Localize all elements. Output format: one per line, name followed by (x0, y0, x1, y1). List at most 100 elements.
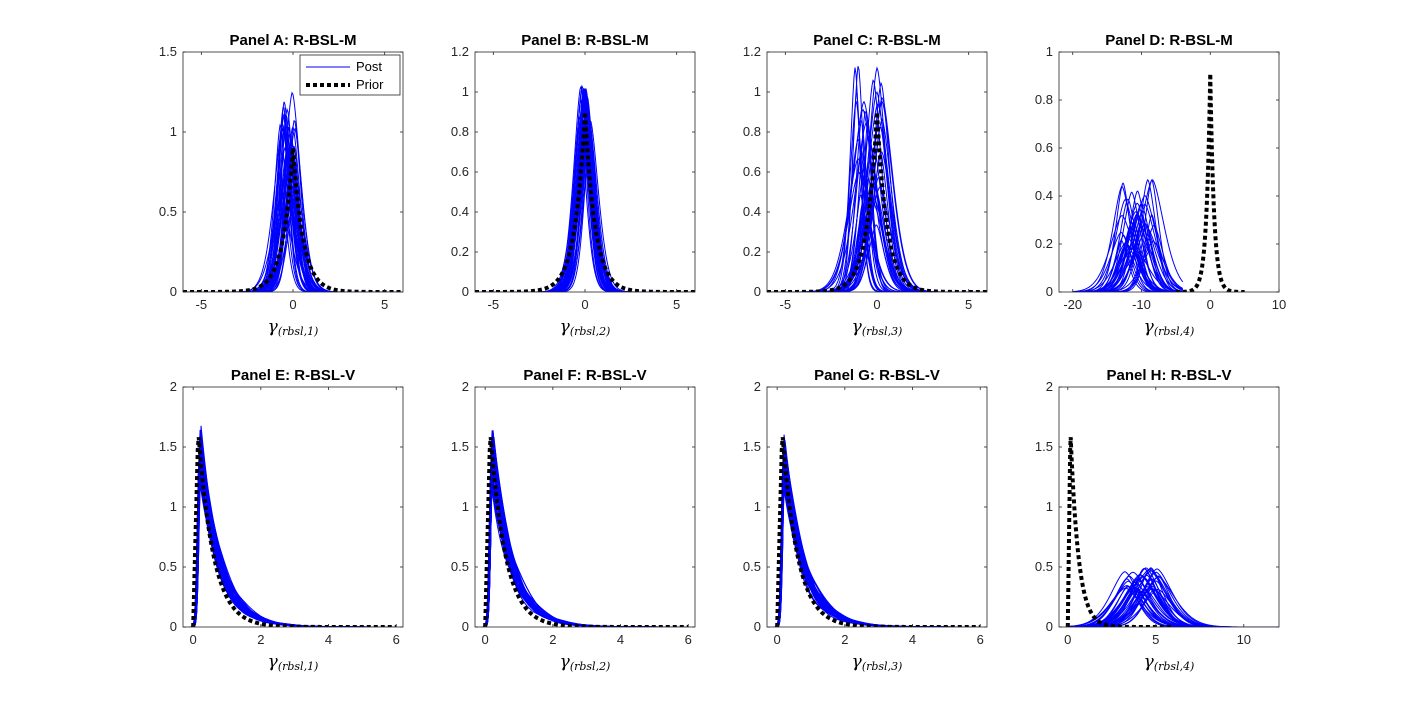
post-density-line (767, 119, 987, 292)
x-axis-label: γ(rbsl,4) (1144, 317, 1195, 338)
x-tick-label: 0 (774, 632, 781, 647)
post-density-line (475, 143, 695, 292)
x-tick-label: 6 (977, 632, 984, 647)
y-tick-label: 2 (1046, 379, 1053, 394)
post-density-line (183, 171, 403, 292)
legend: Post Prior (299, 54, 401, 96)
post-density-line (1072, 213, 1183, 292)
post-density-line (183, 123, 403, 292)
post-density-line (767, 216, 987, 292)
y-tick-label: 0.4 (743, 204, 761, 219)
x-tick-label: 5 (965, 297, 972, 312)
y-tick-label: 0.5 (451, 559, 469, 574)
panel-title: Panel B: R-BSL-M (521, 32, 649, 49)
panel-b: -5 0 5 0 0.2 0.4 0.6 0.8 1 1.2 Panel B: R-BSL-M γ(r… (451, 32, 696, 338)
y-tick-label: 1.2 (743, 44, 761, 59)
post-density-line (183, 159, 403, 292)
y-tick-label: 1 (170, 499, 177, 514)
y-tick-label: 0.5 (743, 559, 761, 574)
post-density-line (1072, 220, 1183, 292)
x-tick-label: 2 (257, 632, 264, 647)
x-tick-label: 10 (1237, 632, 1251, 647)
post-density-line (183, 124, 403, 292)
panel-title: Panel H: R-BSL-V (1106, 367, 1231, 384)
post-density-line (767, 66, 987, 292)
x-tick-label: 0 (1207, 297, 1214, 312)
x-axis-label: γ(rbsl,1) (268, 317, 319, 338)
post-density-line (767, 150, 987, 292)
x-axis-symbol: γ (852, 652, 863, 672)
y-tick-label: 0 (462, 284, 469, 299)
y-tick-label: 1 (1046, 44, 1053, 59)
y-tick-label: 1 (462, 84, 469, 99)
x-tick-label: 0 (1064, 632, 1071, 647)
post-density-line (767, 126, 987, 292)
post-density-line (1072, 250, 1183, 292)
prior-density-line (483, 437, 689, 627)
y-tick-label: 1.5 (159, 439, 177, 454)
y-tick-label: 1.2 (451, 44, 469, 59)
post-density-line (183, 161, 403, 292)
x-tick-label: 4 (909, 632, 916, 647)
panel-title: Panel F: R-BSL-V (523, 367, 646, 384)
x-tick-label: 10 (1272, 297, 1286, 312)
x-axis-subscript: (rbsl,2) (570, 660, 611, 673)
panel-h: 0 5 10 0 0.5 1 1.5 2 Panel H: R-BSL-V γ(rbsl,4) (1035, 367, 1280, 673)
x-axis-label: γ(rbsl,3) (852, 317, 903, 338)
post-density-line (767, 151, 987, 292)
axes-frame (1058, 51, 1280, 293)
post-density-line (475, 84, 695, 292)
y-tick-label: 0.8 (743, 124, 761, 139)
post-density-line (767, 224, 987, 292)
post-density-line (475, 117, 695, 292)
x-tick-label: 6 (685, 632, 692, 647)
y-tick-label: 0.8 (1035, 92, 1053, 107)
y-tick-label: 1.5 (743, 439, 761, 454)
x-axis-subscript: (rbsl,3) (862, 660, 903, 673)
plot-area (183, 387, 403, 627)
post-density-line (183, 144, 403, 292)
post-density-line (767, 79, 987, 292)
y-tick-label: 0 (462, 619, 469, 634)
post-density-line (767, 197, 987, 292)
post-density-line (767, 177, 987, 292)
legend-box (299, 54, 401, 96)
panel-d: -20 -10 0 10 0 0.2 0.4 0.6 0.8 1 Panel D: R-BSL-M γ… (1035, 32, 1286, 338)
y-tick-label: 2 (754, 379, 761, 394)
post-density-line (475, 120, 695, 292)
y-tick-label: 0 (1046, 619, 1053, 634)
post-density-line (767, 178, 987, 292)
y-tick-label: 0.5 (1035, 559, 1053, 574)
panel-c: -5 0 5 0 0.2 0.4 0.6 0.8 1 1.2 Panel C: R-BSL-M γ(r… (743, 32, 988, 338)
post-density-line (767, 146, 987, 292)
y-tick-label: 1 (754, 84, 761, 99)
x-axis-symbol: γ (852, 317, 863, 337)
y-tick-label: 0.5 (159, 559, 177, 574)
y-tick-label: 0 (754, 284, 761, 299)
y-tick-label: 0 (170, 619, 177, 634)
x-tick-label: 5 (1152, 632, 1159, 647)
y-tick-label: 1 (754, 499, 761, 514)
x-tick-label: 2 (841, 632, 848, 647)
x-axis-label: γ(rbsl,4) (1144, 652, 1195, 673)
panel-f: 0 2 4 6 0 0.5 1 1.5 2 Panel F: R-BSL-V γ(rbsl,2) (451, 367, 696, 673)
x-tick-label: -5 (196, 297, 208, 312)
x-tick-label: 4 (325, 632, 332, 647)
x-axis-subscript: (rbsl,4) (1154, 325, 1195, 338)
x-axis-label: γ(rbsl,3) (852, 652, 903, 673)
x-axis-subscript: (rbsl,3) (862, 325, 903, 338)
y-tick-label: 0.2 (451, 244, 469, 259)
post-density-line (767, 203, 987, 292)
y-tick-label: 1.5 (159, 44, 177, 59)
y-tick-label: 0 (1046, 284, 1053, 299)
x-tick-label: 0 (289, 297, 296, 312)
plot-area (767, 387, 987, 627)
plot-area (475, 387, 695, 627)
x-tick-label: 2 (549, 632, 556, 647)
post-density-line (475, 87, 695, 292)
y-tick-label: 0.8 (451, 124, 469, 139)
x-tick-label: 0 (482, 632, 489, 647)
post-density-line (183, 116, 403, 292)
post-density-line (475, 124, 695, 292)
